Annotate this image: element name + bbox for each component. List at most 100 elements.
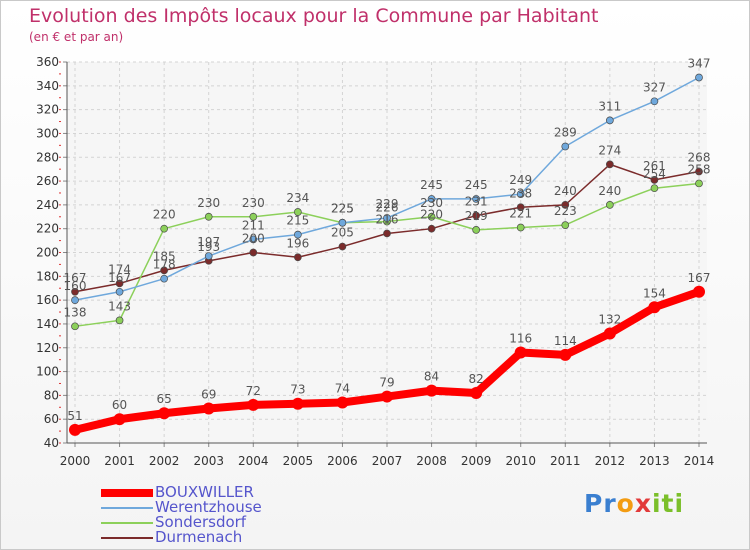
legend-label: Werentzhouse bbox=[155, 498, 262, 516]
data-point bbox=[561, 142, 570, 151]
data-point bbox=[294, 208, 302, 216]
data-point bbox=[427, 195, 436, 203]
data-point bbox=[561, 201, 570, 209]
x-tick-label: 2003 bbox=[193, 454, 224, 468]
data-point bbox=[71, 296, 79, 304]
data-point bbox=[606, 201, 614, 209]
x-tick-label: 2011 bbox=[550, 454, 581, 468]
data-label: 225 bbox=[331, 202, 354, 216]
data-label: 240 bbox=[598, 184, 621, 198]
data-label: 200 bbox=[242, 232, 265, 246]
data-label: 230 bbox=[242, 196, 265, 210]
data-label: 167 bbox=[688, 271, 711, 285]
data-point bbox=[695, 73, 703, 82]
data-point bbox=[160, 274, 168, 283]
data-point bbox=[559, 348, 572, 361]
y-tick-label: 220 bbox=[36, 222, 59, 236]
data-label: 174 bbox=[108, 262, 131, 276]
data-label: 79 bbox=[379, 376, 394, 390]
chart-legend: BOUXWILLER Werentzhouse Sondersdorf Durm… bbox=[101, 485, 262, 545]
data-point bbox=[514, 346, 527, 359]
x-tick-label: 2002 bbox=[149, 454, 180, 468]
y-tick-label: 280 bbox=[36, 150, 59, 164]
data-label: 69 bbox=[201, 387, 216, 401]
data-label: 154 bbox=[643, 286, 666, 300]
x-tick-label: 2007 bbox=[372, 454, 403, 468]
x-tick-label: 2012 bbox=[595, 454, 626, 468]
data-point bbox=[693, 285, 705, 298]
data-label: 82 bbox=[469, 372, 484, 386]
data-label: 234 bbox=[286, 191, 309, 205]
data-point bbox=[204, 212, 213, 221]
y-tick-label: 40 bbox=[44, 436, 59, 450]
legend-label: Sondersdorf bbox=[155, 513, 247, 531]
data-label: 311 bbox=[598, 99, 621, 113]
data-label: 178 bbox=[153, 258, 176, 272]
data-label: 221 bbox=[509, 206, 532, 220]
data-label: 167 bbox=[108, 271, 131, 285]
legend-swatch bbox=[101, 488, 153, 497]
y-tick-label: 80 bbox=[44, 388, 59, 402]
y-tick-label: 120 bbox=[36, 341, 59, 355]
data-label: 249 bbox=[509, 173, 532, 187]
data-label: 51 bbox=[67, 409, 82, 423]
x-tick-label: 2006 bbox=[327, 454, 358, 468]
data-label: 132 bbox=[598, 312, 621, 326]
data-label: 230 bbox=[420, 196, 443, 210]
legend-item-werentzhouse: Werentzhouse bbox=[101, 500, 262, 515]
chart-subtitle: (en € et par an) bbox=[29, 30, 124, 44]
x-tick-label: 2013 bbox=[639, 454, 670, 468]
data-point bbox=[115, 316, 124, 325]
data-label: 185 bbox=[153, 249, 176, 263]
data-point bbox=[338, 218, 347, 227]
data-point bbox=[249, 248, 258, 257]
y-tick-label: 260 bbox=[36, 174, 59, 188]
data-point bbox=[115, 287, 124, 296]
data-point bbox=[69, 423, 81, 436]
data-label: 226 bbox=[376, 201, 399, 215]
data-point bbox=[650, 97, 659, 106]
data-point bbox=[115, 279, 124, 288]
data-label: 84 bbox=[424, 370, 439, 384]
data-point bbox=[427, 212, 436, 221]
data-point bbox=[603, 327, 616, 340]
y-tick-label: 140 bbox=[36, 317, 59, 331]
y-tick-label: 240 bbox=[36, 198, 59, 212]
data-point bbox=[294, 253, 302, 262]
data-label: 60 bbox=[112, 398, 127, 412]
legend-label: Durmenach bbox=[155, 528, 243, 546]
data-label: 254 bbox=[643, 167, 666, 181]
data-point bbox=[516, 203, 525, 212]
data-point bbox=[561, 221, 570, 229]
data-point bbox=[425, 384, 438, 397]
y-tick-label: 340 bbox=[36, 79, 59, 93]
data-label: 231 bbox=[465, 195, 488, 209]
x-tick-label: 2004 bbox=[238, 454, 269, 468]
x-tick-label: 2005 bbox=[283, 454, 314, 468]
data-point bbox=[247, 398, 260, 411]
chart-title: Evolution des Impôts locaux pour la Comm… bbox=[29, 5, 599, 27]
data-point bbox=[516, 223, 525, 232]
data-point bbox=[249, 235, 258, 244]
data-point bbox=[470, 386, 483, 399]
data-label: 245 bbox=[465, 178, 488, 192]
data-point bbox=[160, 266, 168, 275]
data-point bbox=[606, 116, 614, 125]
data-label: 225 bbox=[331, 202, 354, 216]
data-label: 74 bbox=[335, 382, 350, 396]
data-point bbox=[383, 214, 391, 222]
data-point bbox=[516, 190, 525, 199]
x-tick-label: 2001 bbox=[104, 454, 135, 468]
y-tick-label: 160 bbox=[36, 293, 59, 307]
data-label: 240 bbox=[554, 184, 577, 198]
data-label: 274 bbox=[598, 143, 621, 157]
data-point bbox=[158, 407, 171, 420]
data-label: 211 bbox=[242, 218, 265, 232]
data-label: 245 bbox=[420, 178, 443, 192]
x-tick-label: 2000 bbox=[60, 454, 91, 468]
data-label: 116 bbox=[509, 332, 532, 346]
data-point bbox=[472, 226, 480, 234]
data-label: 138 bbox=[64, 305, 87, 319]
